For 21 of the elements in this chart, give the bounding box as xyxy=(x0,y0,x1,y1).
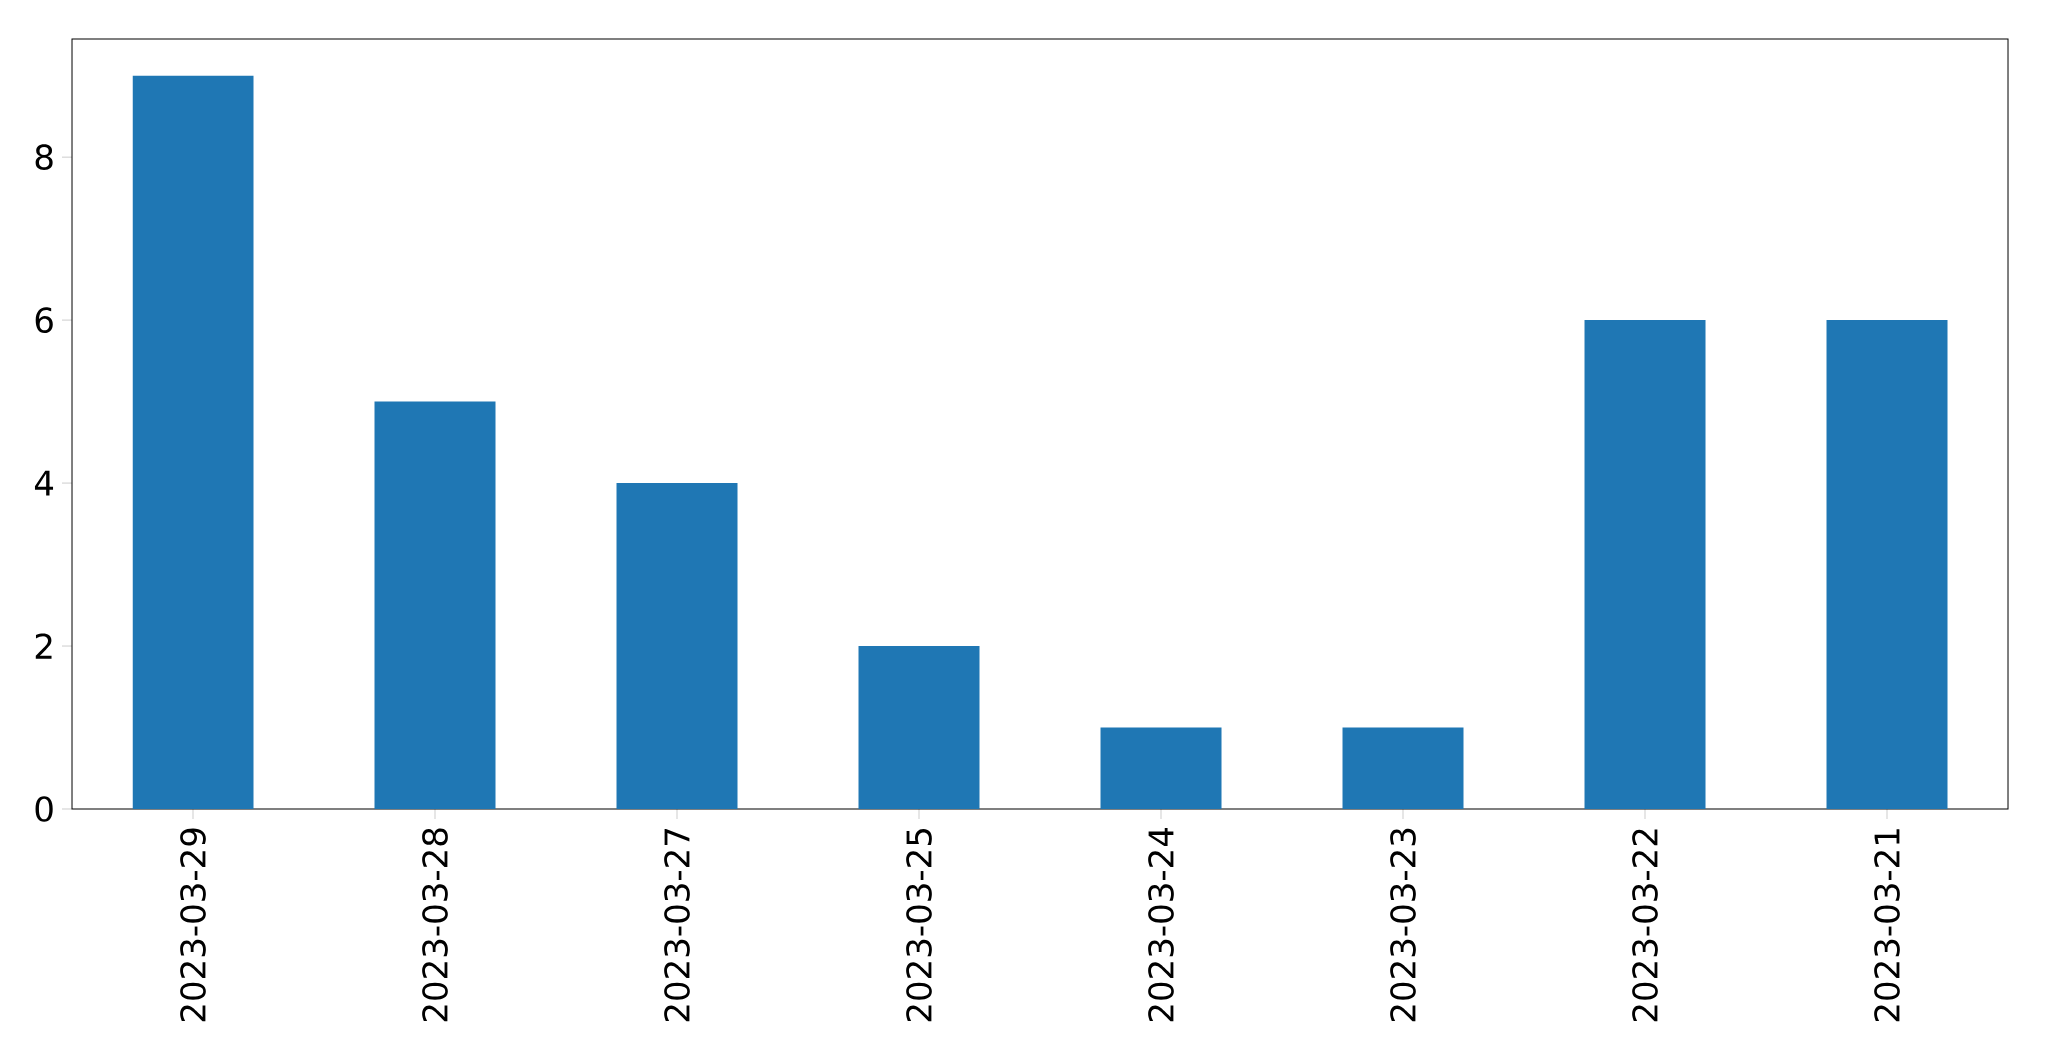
bar xyxy=(1100,727,1222,809)
x-tick-label: 2023-03-27 xyxy=(664,829,690,1022)
x-tick-label: 2023-03-25 xyxy=(906,829,932,1022)
x-tick-label: 2023-03-22 xyxy=(1632,829,1658,1022)
bar xyxy=(132,75,254,809)
y-tick-label: 4 xyxy=(34,470,54,496)
x-tick-label: 2023-03-23 xyxy=(1390,828,1416,1022)
bar xyxy=(616,483,738,809)
y-tick-label: 2 xyxy=(35,633,52,659)
x-tick-label: 2023-03-29 xyxy=(180,828,206,1022)
y-tick-label: 0 xyxy=(35,796,53,822)
bar xyxy=(1584,320,1706,809)
y-tick-label: 8 xyxy=(35,144,53,170)
bar xyxy=(1826,320,1948,809)
bar xyxy=(374,401,496,809)
bar xyxy=(1342,727,1464,809)
y-tick-label: 6 xyxy=(35,307,53,333)
x-tick-label: 2023-03-21 xyxy=(1874,829,1900,1022)
bar xyxy=(858,646,980,809)
x-tick-label: 2023-03-24 xyxy=(1148,828,1174,1022)
x-tick-label: 2023-03-28 xyxy=(422,828,448,1022)
